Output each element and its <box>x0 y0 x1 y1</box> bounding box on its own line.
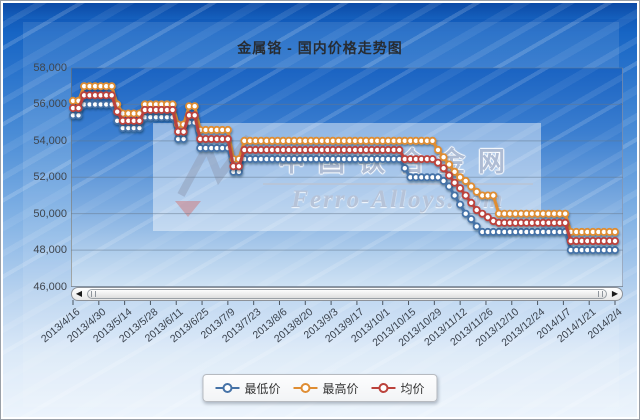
data-point-marker <box>561 218 570 227</box>
chart-legend: 最低价 最高价 均价 <box>202 374 438 402</box>
data-point-marker <box>456 200 465 209</box>
data-point-marker <box>433 158 442 167</box>
y-axis-label: 50,000 <box>33 207 67 220</box>
data-point-marker <box>467 215 476 224</box>
data-point-marker <box>190 111 199 120</box>
data-point-marker <box>456 184 465 193</box>
scrollbar-right-arrow[interactable]: ▶ <box>611 289 619 298</box>
series-avg-price <box>69 91 620 245</box>
legend-label: 最高价 <box>322 381 359 396</box>
y-axis-label: 48,000 <box>33 244 67 257</box>
data-point-marker <box>561 209 570 218</box>
data-point-marker <box>450 178 459 187</box>
chart-canvas: 金属铬 - 国内价格走势图 中国铁合金网 Ferro-Alloys.com 58… <box>3 3 637 417</box>
data-point-marker <box>611 236 620 245</box>
data-point-marker <box>461 209 470 218</box>
data-point-marker <box>107 82 116 91</box>
y-axis-label: 46,000 <box>33 280 67 293</box>
data-point-marker <box>223 125 232 134</box>
legend-marker-avg-icon <box>371 383 396 393</box>
data-point-marker <box>450 167 459 176</box>
data-point-marker <box>472 205 481 214</box>
data-point-marker <box>611 227 620 236</box>
data-point-marker <box>450 191 459 200</box>
data-point-marker <box>445 160 454 169</box>
legend-marker-max-icon <box>293 383 318 393</box>
data-point-marker <box>223 134 232 143</box>
legend-marker-min-icon <box>215 383 240 393</box>
data-point-marker <box>428 155 437 164</box>
data-point-marker <box>234 162 243 171</box>
chart-title: 金属铬 - 国内价格走势图 <box>237 40 403 56</box>
legend-item-max[interactable]: 最高价 <box>293 380 359 397</box>
data-point-marker <box>489 191 498 200</box>
data-point-marker <box>74 104 83 113</box>
data-point-marker <box>179 127 188 136</box>
data-point-marker <box>472 187 481 196</box>
y-axis-label: 54,000 <box>33 134 67 147</box>
data-point-marker <box>611 246 620 255</box>
data-point-marker <box>107 91 116 100</box>
data-point-marker <box>472 222 481 231</box>
data-point-marker <box>74 111 83 120</box>
price-chart-svg <box>69 67 623 305</box>
data-point-marker <box>467 198 476 207</box>
data-point-marker <box>439 153 448 162</box>
data-point-marker <box>461 176 470 185</box>
data-point-marker <box>168 105 177 114</box>
scrollbar-grip-right[interactable] <box>598 291 603 297</box>
data-point-marker <box>445 171 454 180</box>
data-point-marker <box>478 209 487 218</box>
data-point-marker <box>135 124 144 133</box>
scrollbar-thumb[interactable] <box>87 289 607 299</box>
legend-item-min[interactable]: 最低价 <box>215 380 280 397</box>
data-point-marker <box>467 182 476 191</box>
legend-item-avg[interactable]: 均价 <box>371 380 425 397</box>
data-point-marker <box>395 145 404 154</box>
data-point-marker <box>483 213 492 222</box>
data-point-marker <box>461 191 470 200</box>
data-point-marker <box>456 173 465 182</box>
data-point-marker <box>179 134 188 143</box>
data-point-marker <box>190 102 199 111</box>
legend-label: 均价 <box>400 381 425 396</box>
data-point-marker <box>433 173 442 182</box>
legend-label: 最低价 <box>244 381 281 396</box>
scrollbar-left-arrow[interactable]: ◀ <box>75 289 83 298</box>
y-axis-label: 58,000 <box>33 62 67 74</box>
data-point-marker <box>428 136 437 145</box>
top-band <box>3 3 637 19</box>
data-point-marker <box>439 164 448 173</box>
data-point-marker <box>439 176 448 185</box>
data-point-marker <box>400 164 409 173</box>
data-point-marker <box>445 182 454 191</box>
data-point-marker <box>113 107 122 116</box>
chart-scrollbar[interactable]: ◀ ▶ <box>71 287 623 301</box>
y-axis-label: 52,000 <box>33 171 67 184</box>
scrollbar-grip-left[interactable] <box>91 291 96 297</box>
data-point-marker <box>433 145 442 154</box>
data-point-marker <box>135 116 144 125</box>
y-axis-label: 56,000 <box>33 98 67 111</box>
